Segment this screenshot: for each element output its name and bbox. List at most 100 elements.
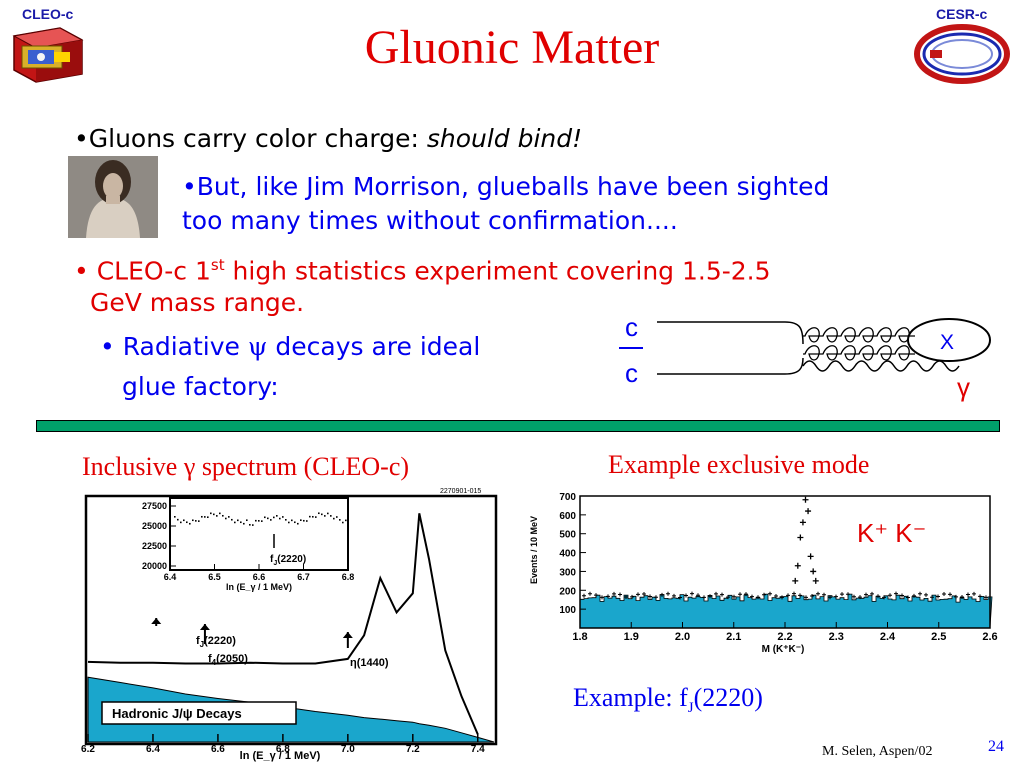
antiquark-line [657,357,804,375]
kk-y-tick-label: 600 [559,511,576,522]
kk-x-tick-label: 2.0 [675,631,690,643]
kk-data-point [966,592,970,597]
jim-morrison-photo [68,156,158,238]
inset-frame [169,497,349,571]
kk-data-point [846,592,850,597]
kk-x-tick-label: 2.6 [982,631,997,643]
kk-data-point [654,595,658,600]
inset-data-point [174,516,176,518]
inclusive-caption-text: Inclusive [82,452,184,481]
inset-data-point [201,515,203,518]
cleo-c-logo-label: CLEO-c [22,6,74,22]
kk-data-point [642,592,646,597]
inset-data-point [240,521,242,524]
annotation-arrowhead [199,624,210,630]
inset-data-point [306,520,308,522]
inset-data-point [213,513,215,516]
left-x-tick-label: 7.4 [471,744,485,755]
inset-x-tick-label: 6.8 [342,572,355,582]
example-caption-suffix: (2220) [693,683,763,712]
inset-data-point [192,519,194,522]
inset-data-point [267,517,269,520]
inset-x-axis-label: ln (E_γ / 1 MeV) [226,582,292,592]
inset-data-point [252,524,254,526]
kk-x-tick-label: 2.1 [726,631,741,643]
kk-data-point [630,594,634,599]
kk-data-point [924,592,928,597]
inset-data-point [336,516,338,518]
kk-signal-point [810,568,817,575]
inset-x-tick-label: 6.6 [253,572,266,582]
kk-data-point [594,593,598,598]
inset-data-point [342,521,344,524]
kk-data-point [786,593,790,598]
kk-data-point [744,592,748,597]
cleo-detector-logo [12,27,84,83]
kk-y-tick-label: 400 [559,549,576,560]
kk-data-point [690,591,694,596]
kk-data-point [894,591,898,596]
inset-data-point [303,519,305,522]
inset-data-point [309,515,311,518]
kk-data-point [912,593,916,598]
kk-data-point [714,591,718,596]
inset-y-tick-label: 27500 [142,501,167,511]
inset-data-point [270,519,272,521]
inset-data-point [237,519,239,522]
left-x-tick-label: 6.8 [276,744,290,755]
kk-data-point [828,595,832,600]
main-plot-frame [84,494,498,746]
psi-symbol: ψ [247,332,268,361]
kk-data-point [618,592,622,597]
x-state-label: X [940,331,954,354]
kk-data-point [606,594,610,599]
kk-data-point [822,592,826,597]
kk-signal-point [805,508,812,515]
bullet-cleo-text: • CLEO-c 1 [74,256,211,286]
kk-signal-point [807,553,814,560]
inset-data-point [231,518,233,521]
kk-signal-point [802,496,809,503]
kk-data-point [900,593,904,598]
inset-data-point [291,519,293,522]
kk-x-tick-label: 1.9 [624,631,639,643]
inset-data-point [339,519,341,521]
inset-data-point [189,522,191,525]
total-spectrum-line [87,513,479,735]
quark-line [657,321,804,345]
kk-data-point [762,592,766,597]
inset-data-point [204,516,206,518]
inset-data-point [228,516,230,518]
inset-data-point [186,521,188,524]
section-divider [36,420,1000,432]
author-credit: M. Selen, Aspen/02 [822,744,933,759]
kk-data-point [798,593,802,598]
page-number: 24 [988,738,1004,755]
kk-data-point [672,593,676,598]
kk-data-point [810,594,814,599]
left-x-axis-label: ln (E_γ / 1 MeV) [240,750,321,762]
inset-data-point [333,517,335,520]
bullet-morrison-line2: too many times without confirmation.... [182,206,678,235]
inset-data-point [330,515,332,517]
inset-x-tick-label: 6.5 [208,572,221,582]
inset-data-point [177,518,179,521]
page-title: Gluonic Matter [364,21,660,74]
inset-data-point [258,520,260,522]
kk-data-point [588,591,592,596]
kk-data-point [882,595,886,600]
kk-y-tick-label: 300 [559,567,576,578]
inset-data-point [294,521,296,524]
anticharm-quark-label: c [625,358,638,388]
legend-label: Hadronic J/ψ Decays [112,706,242,721]
kk-data-point [582,593,586,598]
kk-x-tick-label: 2.4 [880,631,896,643]
kk-y-tick-label: 700 [559,492,576,503]
photon-label: γ [957,372,970,402]
inset-data-point [207,516,209,518]
right-x-axis-label: M (K⁺K⁻) [762,644,805,655]
kk-signal-point [812,577,819,584]
bullet-gluons-text: •Gluons carry color charge: [74,124,427,153]
kk-data-point [780,595,784,600]
kk-data-point [972,591,976,596]
